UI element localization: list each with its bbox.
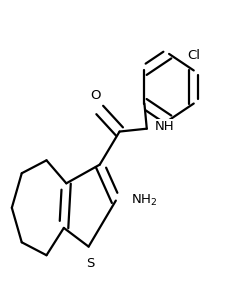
Text: O: O xyxy=(90,89,101,102)
Text: NH: NH xyxy=(155,120,174,133)
Text: NH$_2$: NH$_2$ xyxy=(131,193,157,208)
Text: S: S xyxy=(86,257,94,270)
Text: Cl: Cl xyxy=(187,49,200,62)
